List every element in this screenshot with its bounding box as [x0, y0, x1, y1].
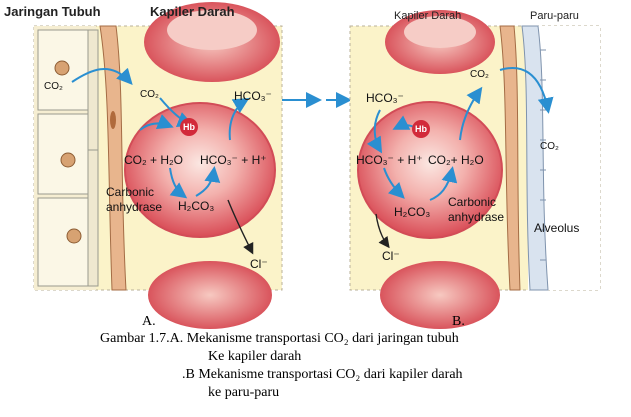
vessel-wall-b [499, 25, 521, 291]
label-anhydrase-a: anhydrase [106, 200, 163, 214]
label-co2-capillary: CO₂ [140, 89, 159, 100]
label-chloride-b: Cl⁻ [382, 249, 400, 263]
label-anhydrase-b: anhydrase [448, 210, 505, 224]
label-paru-paru: Paru-paru [530, 10, 579, 22]
label-kapiler-darah-a: Kapiler Darah [150, 4, 235, 19]
label-kapiler-darah-b: Kapiler Darah [394, 10, 462, 22]
panel-letter-b: B. [452, 314, 465, 329]
label-hco3-in: HCO₃⁻ [366, 91, 404, 105]
alveolar-wall [521, 25, 549, 291]
label-carbonic-b: Carbonic [448, 195, 497, 209]
label-reaction-left-a: CO₂ + H₂O [124, 153, 183, 167]
label-co2-tissue: CO₂ [44, 81, 63, 92]
label-h2co3-a: H₂CO₃ [178, 199, 215, 213]
label-alveolus: Alveolus [534, 221, 580, 235]
label-reaction-right-a: HCO₃⁻ + H⁺ [200, 153, 267, 167]
label-reaction-left-b: HCO₃⁻ + H⁺ [356, 153, 423, 167]
hb-badge-b: Hb [412, 120, 430, 138]
label-jaringan-tubuh: Jaringan Tubuh [4, 4, 101, 19]
panel-a [33, 2, 283, 329]
caption-line-3: .B Mekanisme transportasi CO₂ dari kapil… [182, 367, 463, 382]
tissue-nucleus [60, 152, 76, 168]
panel-b [349, 10, 601, 329]
rbc-center [124, 102, 276, 238]
rbc-bottom-b [380, 261, 500, 329]
panel-letter-a: A. [142, 314, 156, 329]
label-reaction-right-b: CO₂+ H₂O [428, 153, 484, 167]
tissue-nucleus [54, 60, 70, 76]
tissue-cells [37, 29, 99, 287]
label-hco3-out: HCO₃⁻ [234, 89, 272, 103]
caption-line-1: Gambar 1.7.A. Mekanisme transportasi CO₂… [100, 331, 459, 346]
label-chloride-a: Cl⁻ [250, 257, 268, 271]
label-carbonic-a: Carbonic [106, 185, 155, 199]
caption-line-4: ke paru-paru [208, 385, 280, 400]
label-co2-lung: CO₂ [540, 141, 559, 152]
tissue-nucleus [66, 228, 82, 244]
caption-line-2: Ke kapiler darah [208, 349, 302, 364]
rbc-bottom [148, 261, 272, 329]
hb-badge-a: Hb [180, 118, 198, 136]
rbc-center-b [357, 101, 503, 239]
label-h2co3-b: H₂CO₃ [394, 205, 431, 219]
label-co2-capillary-b: CO₂ [470, 69, 489, 80]
